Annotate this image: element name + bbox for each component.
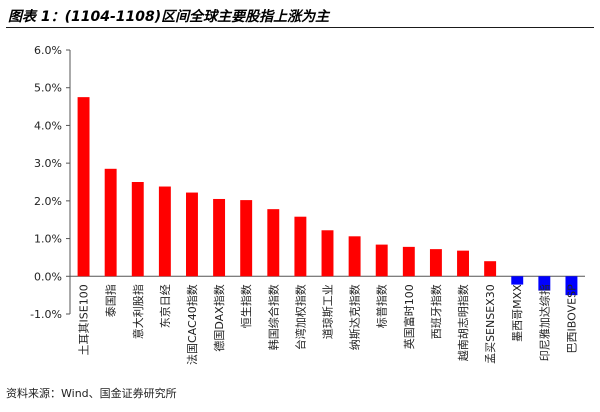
category-label: 纳斯达克指数: [348, 284, 362, 350]
category-label: 恒生指数: [239, 284, 253, 328]
bar: [321, 230, 334, 277]
bar: [186, 192, 198, 277]
y-tick-label: 5.0%: [34, 82, 62, 95]
category-label: 越南胡志明指数: [456, 284, 470, 361]
category-label: 东京日经: [158, 284, 172, 328]
bar: [294, 216, 307, 277]
category-label: 巴西IBOVESP: [565, 284, 578, 354]
category-label: 意大利股指: [131, 284, 145, 339]
category-label: 泰国指: [104, 284, 118, 317]
category-label: 印尼雅加达综指: [537, 284, 551, 361]
bar-chart: -1.0% 0.0% 1.0% 2.0% 3.0% 4.0% 5.0% 6.0% 土耳其ISE…: [30, 44, 585, 365]
category-label: 台湾加权指数: [293, 284, 307, 350]
bar: [484, 261, 497, 277]
y-tick-label: 1.0%: [34, 233, 62, 246]
bar: [538, 276, 551, 291]
category-label: 英国富时100: [402, 284, 416, 349]
bar: [565, 276, 578, 296]
bar: [77, 97, 90, 277]
category-label: 墨西哥MXX: [511, 284, 524, 342]
bar: [457, 250, 469, 277]
source-note: 资料来源：Wind、国金证券研究所: [6, 387, 177, 400]
bar: [158, 186, 171, 277]
y-tick-label: 4.0%: [34, 119, 62, 132]
bar: [240, 200, 253, 277]
category-label: 标普指数: [375, 284, 389, 328]
y-tick-label: -1.0%: [30, 308, 62, 321]
category-label: 西班牙指数: [429, 284, 443, 339]
y-tick-label: 3.0%: [34, 157, 62, 170]
bar: [104, 168, 117, 277]
category-label: 法国CAC40指数: [185, 284, 199, 365]
bar: [131, 182, 144, 277]
y-tick-label: 0.0%: [34, 270, 62, 283]
category-label: 德国DAX指数: [212, 284, 226, 351]
chart-title: 图表 1：(1104-1108)区间全球主要股指上涨为主: [8, 9, 330, 25]
y-tick-label: 6.0%: [34, 44, 62, 57]
y-tick-label: 2.0%: [34, 195, 62, 208]
category-label: 土耳其ISE100: [78, 284, 91, 355]
bar: [511, 276, 524, 285]
category-label: 韩国综合指数: [266, 284, 280, 350]
bar: [213, 198, 226, 277]
category-label: 孟买SENSEX30: [484, 284, 497, 364]
title-rule: [6, 27, 594, 28]
bar: [429, 249, 442, 277]
bar: [348, 236, 361, 277]
bar: [267, 209, 280, 277]
bar: [375, 244, 388, 277]
bar: [402, 246, 415, 277]
category-label: 道琼斯工业: [321, 284, 335, 339]
